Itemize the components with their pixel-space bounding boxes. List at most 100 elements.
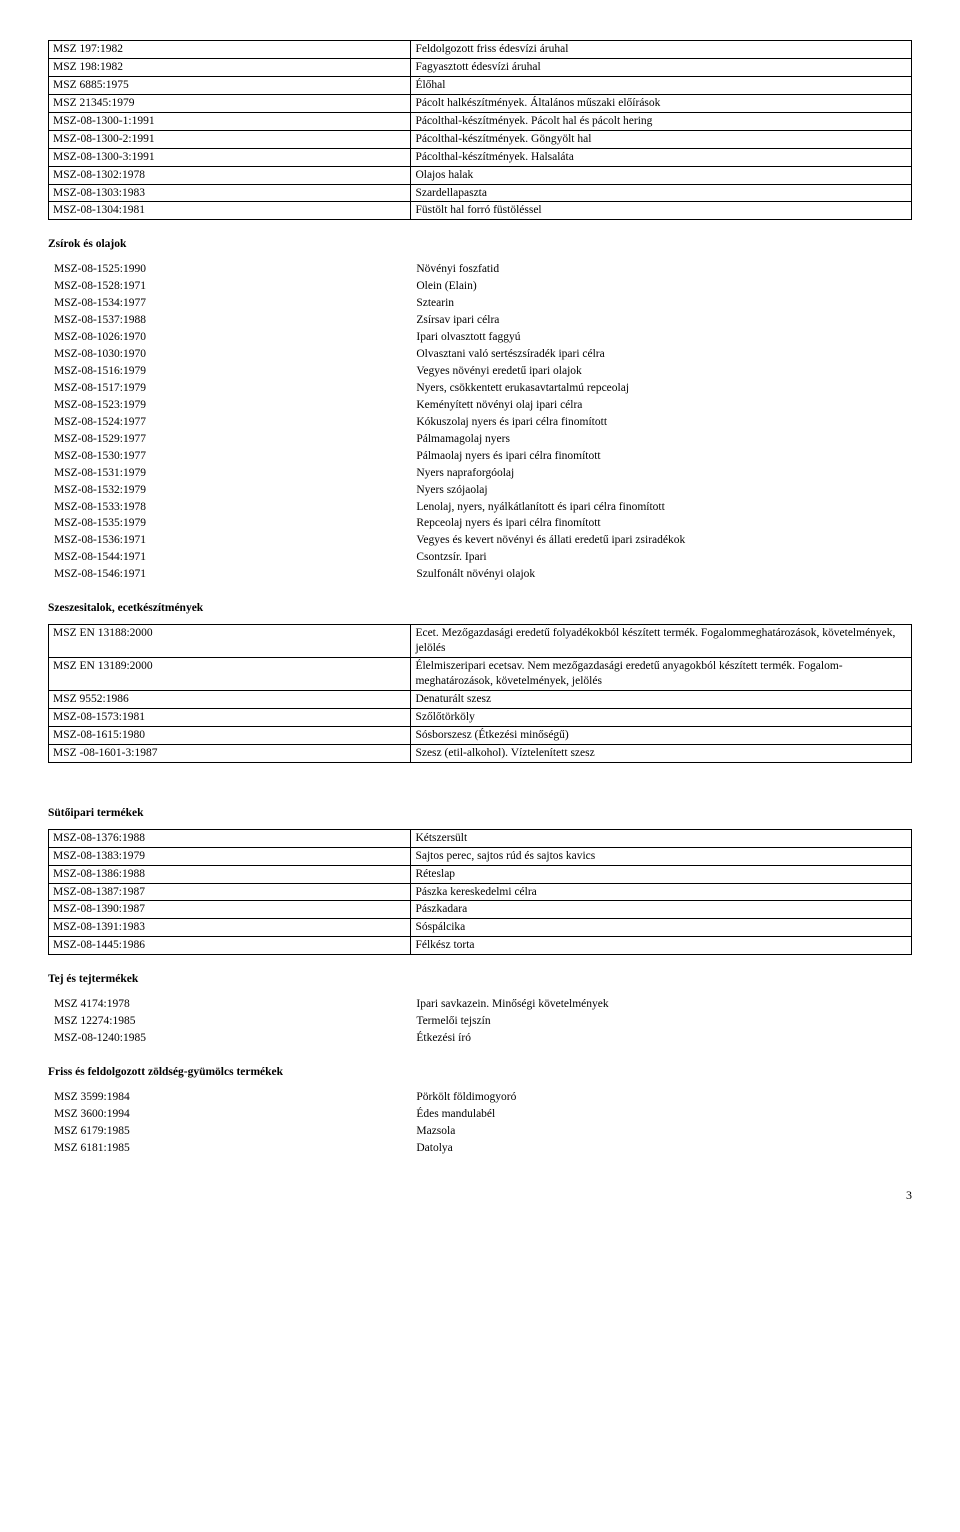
table-row: MSZ-08-1532:1979Nyers szójaolaj [50, 483, 910, 498]
standard-code: MSZ 6885:1975 [49, 76, 411, 94]
standard-title: Pácolt halkészítmények. Általános műszak… [411, 94, 912, 112]
standard-code: MSZ-08-1517:1979 [50, 381, 410, 396]
table-row: MSZ-08-1573:1981Szőlőtörköly [49, 708, 912, 726]
table-row: MSZ-08-1615:1980Sósborszesz (Étkezési mi… [49, 726, 912, 744]
standard-title: Nyers, csökkentett erukasavtartalmú repc… [412, 381, 910, 396]
section-sutoipari-heading: Sütőipari termékek [48, 807, 912, 819]
standard-code: MSZ-08-1386:1988 [49, 865, 411, 883]
table-zsirok: MSZ-08-1525:1990Növényi foszfatidMSZ-08-… [48, 260, 912, 584]
standard-code: MSZ-08-1300-3:1991 [49, 148, 411, 166]
table-row: MSZ-08-1533:1978Lenolaj, nyers, nyálkátl… [50, 500, 910, 515]
standard-code: MSZ 3599:1984 [50, 1090, 410, 1105]
table-row: MSZ-08-1303:1983Szardellapaszta [49, 184, 912, 202]
standard-code: MSZ-08-1544:1971 [50, 550, 410, 565]
standard-title: Kókuszolaj nyers és ipari célra finomíto… [412, 415, 910, 430]
standard-title: Étkezési író [412, 1031, 910, 1046]
standard-title: Növényi foszfatid [412, 262, 910, 277]
section-tej-heading: Tej és tejtermékek [48, 973, 912, 985]
standard-title: Keményített növényi olaj ipari célra [412, 398, 910, 413]
standard-code: MSZ-08-1546:1971 [50, 567, 410, 582]
section-zsirok-heading: Zsírok és olajok [48, 238, 912, 250]
standard-code: MSZ-08-1536:1971 [50, 533, 410, 548]
standard-title: Szőlőtörköly [411, 708, 912, 726]
table-row: MSZ 12274:1985Termelői tejszín [50, 1014, 910, 1029]
table-tej: MSZ 4174:1978Ipari savkazein. Minőségi k… [48, 995, 912, 1048]
table-friss: MSZ 3599:1984Pörkölt földimogyoróMSZ 360… [48, 1088, 912, 1158]
table-row: MSZ-08-1535:1979Repceolaj nyers és ipari… [50, 516, 910, 531]
standard-code: MSZ-08-1525:1990 [50, 262, 410, 277]
standard-code: MSZ-08-1387:1987 [49, 883, 411, 901]
section-szeszes-heading: Szeszesitalok, ecetkészítmények [48, 602, 912, 614]
standard-code: MSZ 197:1982 [49, 41, 411, 59]
table-fish: MSZ 197:1982Feldolgozott friss édesvízi … [48, 40, 912, 220]
table-row: MSZ 21345:1979Pácolt halkészítmények. Ál… [49, 94, 912, 112]
standard-title: Termelői tejszín [412, 1014, 910, 1029]
standard-title: Réteslap [411, 865, 912, 883]
standard-code: MSZ-08-1533:1978 [50, 500, 410, 515]
standard-code: MSZ-08-1383:1979 [49, 847, 411, 865]
standard-code: MSZ-08-1615:1980 [49, 726, 411, 744]
standard-title: Olvasztani való sertészsíradék ipari cél… [412, 347, 910, 362]
table-row: MSZ-08-1536:1971Vegyes és kevert növényi… [50, 533, 910, 548]
standard-title: Vegyes és kevert növényi és állati erede… [412, 533, 910, 548]
standard-title: Kétszersült [411, 829, 912, 847]
standard-code: MSZ-08-1573:1981 [49, 708, 411, 726]
standard-title: Pálmamagolaj nyers [412, 432, 910, 447]
standard-title: Füstölt hal forró füstöléssel [411, 202, 912, 220]
table-row: MSZ-08-1525:1990Növényi foszfatid [50, 262, 910, 277]
table-row: MSZ-08-1391:1983Sóspálcika [49, 919, 912, 937]
standard-title: Olein (Elain) [412, 279, 910, 294]
table-szeszes: MSZ EN 13188:2000Ecet. Mezőgazdasági ere… [48, 624, 912, 763]
standard-code: MSZ EN 13188:2000 [49, 625, 411, 658]
standard-code: MSZ-08-1530:1977 [50, 449, 410, 464]
standard-code: MSZ-08-1302:1978 [49, 166, 411, 184]
standard-title: Szulfonált növényi olajok [412, 567, 910, 582]
standard-code: MSZ-08-1445:1986 [49, 937, 411, 955]
table-row: MSZ-08-1530:1977Pálmaolaj nyers és ipari… [50, 449, 910, 464]
standard-title: Édes mandulabél [412, 1107, 910, 1122]
standard-code: MSZ EN 13189:2000 [49, 658, 411, 691]
standard-title: Szesz (etil-alkohol). Víztelenített szes… [411, 744, 912, 762]
standard-title: Feldolgozott friss édesvízi áruhal [411, 41, 912, 59]
table-row: MSZ-08-1300-2:1991Pácolthal-készítmények… [49, 130, 912, 148]
standard-code: MSZ-08-1304:1981 [49, 202, 411, 220]
standard-code: MSZ-08-1303:1983 [49, 184, 411, 202]
standard-title: Pörkölt földimogyoró [412, 1090, 910, 1105]
table-row: MSZ-08-1516:1979Vegyes növényi eredetű i… [50, 364, 910, 379]
table-row: MSZ-08-1390:1987Pászkadara [49, 901, 912, 919]
table-row: MSZ-08-1383:1979Sajtos perec, sajtos rúd… [49, 847, 912, 865]
standard-title: Csontzsír. Ipari [412, 550, 910, 565]
standard-title: Ipari savkazein. Minőségi követelmények [412, 997, 910, 1012]
table-row: MSZ-08-1300-3:1991Pácolthal-készítmények… [49, 148, 912, 166]
standard-code: MSZ 3600:1994 [50, 1107, 410, 1122]
standard-title: Pászka kereskedelmi célra [411, 883, 912, 901]
table-row: MSZ-08-1387:1987Pászka kereskedelmi célr… [49, 883, 912, 901]
standard-title: Ecet. Mezőgazdasági eredetű folyadékokbó… [411, 625, 912, 658]
standard-title: Fagyasztott édesvízi áruhal [411, 58, 912, 76]
standard-title: Sósborszesz (Étkezési minőségű) [411, 726, 912, 744]
standard-title: Sztearin [412, 296, 910, 311]
table-row: MSZ-08-1240:1985Étkezési író [50, 1031, 910, 1046]
standard-code: MSZ-08-1528:1971 [50, 279, 410, 294]
standard-code: MSZ 6181:1985 [50, 1141, 410, 1156]
standard-code: MSZ-08-1390:1987 [49, 901, 411, 919]
standard-code: MSZ 6179:1985 [50, 1124, 410, 1139]
standard-title: Sóspálcika [411, 919, 912, 937]
table-row: MSZ-08-1531:1979Nyers napraforgóolaj [50, 466, 910, 481]
standard-title: Ipari olvasztott faggyú [412, 330, 910, 345]
standard-title: Vegyes növényi eredetű ipari olajok [412, 364, 910, 379]
table-row: MSZ-08-1304:1981Füstölt hal forró füstöl… [49, 202, 912, 220]
table-row: MSZ 6885:1975Élőhal [49, 76, 912, 94]
table-row: MSZ-08-1534:1977Sztearin [50, 296, 910, 311]
standard-title: Élelmiszeripari ecetsav. Nem mezőgazdasá… [411, 658, 912, 691]
standard-code: MSZ 21345:1979 [49, 94, 411, 112]
table-row: MSZ-08-1300-1:1991Pácolthal-készítmények… [49, 112, 912, 130]
table-row: MSZ 6181:1985Datolya [50, 1141, 910, 1156]
table-row: MSZ-08-1546:1971Szulfonált növényi olajo… [50, 567, 910, 582]
table-row: MSZ-08-1517:1979Nyers, csökkentett eruka… [50, 381, 910, 396]
standard-title: Mazsola [412, 1124, 910, 1139]
table-row: MSZ 9552:1986Denaturált szesz [49, 690, 912, 708]
standard-code: MSZ-08-1532:1979 [50, 483, 410, 498]
standard-code: MSZ-08-1240:1985 [50, 1031, 410, 1046]
table-row: MSZ-08-1386:1988Réteslap [49, 865, 912, 883]
